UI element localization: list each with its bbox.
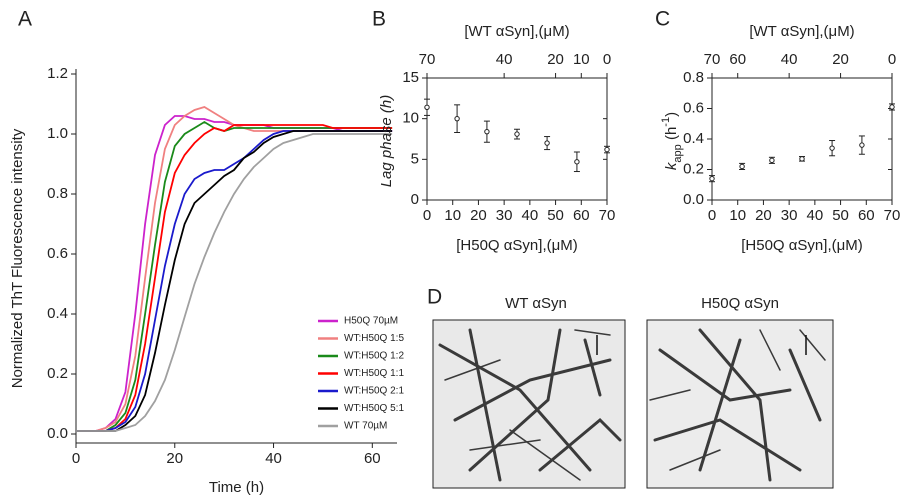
y-tick-label: 1.0 [47, 125, 68, 142]
plot-frame [426, 77, 608, 201]
y-label-part: Lag phase (h) [378, 95, 395, 188]
x-tick-label: 40 [522, 207, 539, 224]
x-tick-label: 10 [444, 207, 461, 224]
x-tick-label: 50 [547, 207, 564, 224]
x-tick-label: 0 [708, 207, 716, 224]
y-tick-label: 0.2 [683, 160, 704, 177]
top-axis-label: [WT αSyn],(μM) [464, 23, 569, 40]
point [859, 142, 865, 148]
x-tick-label: 40 [265, 450, 282, 467]
y-tick-label: 0.8 [683, 69, 704, 86]
x-tick-label: 60 [858, 207, 875, 224]
y-tick-label: 0.4 [47, 305, 68, 322]
point [484, 128, 490, 135]
top-tick-label: 40 [496, 51, 513, 68]
legend-label: WT:H50Q 1:5 [344, 333, 404, 344]
y-tick-label: 0.6 [47, 245, 68, 262]
y-tick-label: 1.2 [47, 65, 68, 82]
y-tick-label: 15 [402, 69, 419, 86]
image-title: H50Q αSyn [701, 295, 779, 312]
top-tick-label: 10 [573, 51, 590, 68]
series-line [76, 130, 393, 432]
y-label-part: (h [663, 127, 680, 145]
point [424, 104, 430, 110]
series-line [76, 106, 393, 432]
y-tick-label: 5 [411, 150, 419, 167]
panel-letter: D [427, 286, 442, 309]
panel-letter: A [18, 8, 32, 31]
x-tick-label: 0 [72, 450, 80, 467]
y-tick-label: 0 [411, 191, 419, 208]
point [799, 156, 805, 162]
x-axis-label: Time (h) [209, 479, 264, 496]
series-line [76, 124, 393, 432]
x-tick-label: 0 [423, 207, 431, 224]
top-tick-label: 60 [729, 51, 746, 68]
point [514, 131, 520, 137]
top-tick-label: 20 [547, 51, 564, 68]
y-axis-label: Normalized ThT Fluorescence intensity [9, 128, 26, 388]
point [454, 115, 460, 122]
y-axis-label: Lag phase (h) [378, 95, 395, 188]
y-axis-label: kapp (h-1) [660, 112, 684, 170]
x-tick-label: 50 [832, 207, 849, 224]
top-axis-label: [WT αSyn],(μM) [749, 23, 854, 40]
y-label-part: ) [663, 112, 680, 117]
legend-label: WT:H50Q 2:1 [344, 386, 404, 397]
legend-label: WT:H50Q 1:2 [344, 351, 404, 362]
x-tick-label: 20 [166, 450, 183, 467]
top-tick-label: 40 [781, 51, 798, 68]
point [769, 157, 775, 164]
panel-letter: B [372, 8, 386, 31]
x-axis-label: [H50Q αSyn],(μM) [456, 237, 578, 254]
y-label-part: app [672, 144, 684, 162]
series-line [76, 120, 393, 432]
legend-label: WT:H50Q 1:1 [344, 368, 404, 379]
legend-label: WT:H50Q 5:1 [344, 403, 404, 414]
y-label-part: k [663, 161, 680, 170]
x-tick-label: 60 [573, 207, 590, 224]
top-tick-label: 70 [704, 51, 721, 68]
y-tick-label: 0.6 [683, 99, 704, 116]
y-tick-label: 0.8 [47, 185, 68, 202]
x-tick-label: 70 [599, 207, 616, 224]
image-title: WT αSyn [505, 295, 567, 312]
top-tick-label: 0 [603, 51, 611, 68]
micrograph [432, 319, 626, 489]
y-tick-label: 0.0 [683, 191, 704, 208]
x-tick-label: 20 [755, 207, 772, 224]
point [604, 146, 610, 153]
point [829, 145, 835, 151]
y-tick-label: 0.4 [683, 130, 704, 147]
y-tick-label: 10 [402, 110, 419, 127]
panel-letter: C [655, 8, 670, 31]
top-tick-label: 0 [888, 51, 896, 68]
point [709, 175, 715, 182]
x-tick-label: 70 [884, 207, 901, 224]
x-tick-label: 30 [781, 207, 798, 224]
x-tick-label: 40 [807, 207, 824, 224]
y-label-part: -1 [660, 117, 672, 127]
series-line [76, 133, 393, 432]
y-tick-label: 0.0 [47, 425, 68, 442]
top-tick-label: 70 [419, 51, 436, 68]
point [889, 104, 895, 110]
point [739, 163, 745, 170]
top-tick-label: 20 [832, 51, 849, 68]
point [574, 159, 580, 165]
x-tick-label: 30 [496, 207, 513, 224]
x-tick-label: 60 [364, 450, 381, 467]
micrograph [646, 319, 834, 489]
point [544, 140, 550, 146]
y-tick-label: 0.2 [47, 365, 68, 382]
legend-label: H50Q 70µM [344, 316, 398, 327]
legend-label: WT 70µM [344, 421, 387, 432]
plot-frame [711, 77, 893, 201]
x-axis-label: [H50Q αSyn],(μM) [741, 237, 863, 254]
x-tick-label: 20 [470, 207, 487, 224]
x-tick-label: 10 [729, 207, 746, 224]
